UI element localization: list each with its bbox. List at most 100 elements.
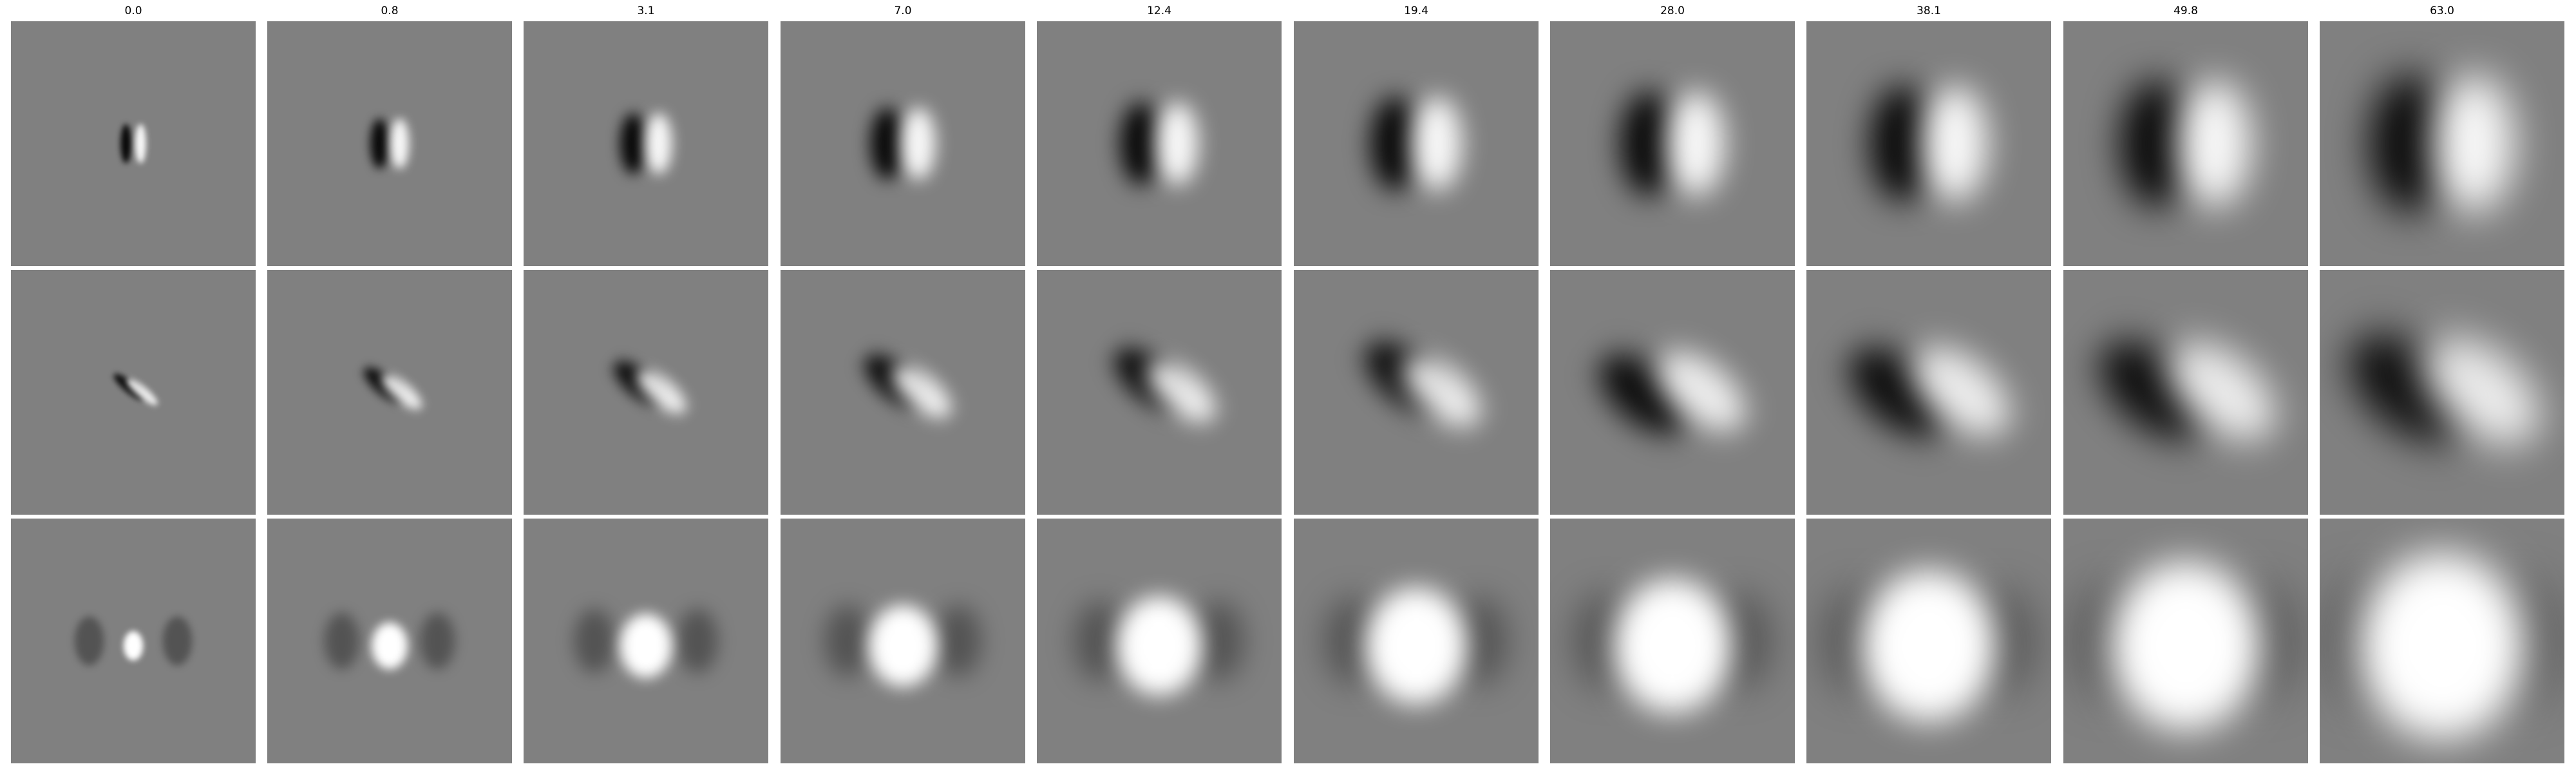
dark-lobe (1370, 97, 1420, 191)
bright-lobe (645, 113, 672, 175)
dark-lobe (1451, 597, 1508, 685)
bright-lobe (2168, 342, 2275, 441)
filter-tile-vertical-dark-bright-pair (524, 21, 768, 266)
filter-image (1550, 21, 1795, 266)
bright-lobe (390, 119, 409, 169)
filter-image (1806, 270, 2051, 515)
column-title: 38.1 (1917, 5, 1941, 17)
filter-image (267, 270, 512, 515)
column-title: 12.4 (1147, 5, 1171, 17)
filter-tile-central-bright-blob (1037, 519, 1282, 763)
filter-tile-central-bright-blob (524, 519, 768, 763)
filter-tile-diagonal-dark-bright-pair (267, 270, 512, 515)
filter-tile-diagonal-dark-bright-pair (11, 270, 256, 515)
filter-image (1294, 270, 1539, 515)
filter-image (267, 21, 512, 266)
column-title: 7.0 (894, 5, 912, 17)
filter-tile-diagonal-dark-bright-pair (1806, 270, 2051, 515)
filter-image (1294, 519, 1539, 763)
filter-image (2320, 21, 2564, 266)
bright-lobe (1862, 570, 1996, 721)
dark-lobe (1074, 601, 1126, 681)
filter-tile-central-bright-blob (781, 519, 1025, 763)
filter-image (1037, 270, 1282, 515)
filter-tile-diagonal-dark-bright-pair (2063, 270, 2308, 515)
filter-image (781, 519, 1025, 763)
dark-lobe (120, 124, 131, 164)
filter-image (2063, 270, 2308, 515)
filter-image (2320, 270, 2564, 515)
filter-image (524, 21, 768, 266)
dark-lobe (870, 108, 905, 180)
bright-lobe (1147, 360, 1216, 423)
bright-lobe (636, 370, 687, 414)
bright-lobe (123, 631, 144, 661)
filter-image (2320, 519, 2564, 763)
bright-lobe (892, 365, 952, 419)
column-title: 28.0 (1660, 5, 1685, 17)
bright-lobe (381, 374, 422, 410)
bright-lobe (901, 108, 936, 180)
filter-tile-vertical-dark-bright-pair (2320, 21, 2564, 266)
dark-lobe (574, 609, 615, 673)
filter-image (2063, 519, 2308, 763)
filter-tile-vertical-dark-bright-pair (267, 21, 512, 266)
filter-image (11, 519, 256, 763)
filter-image (1550, 519, 1795, 763)
bright-lobe (2422, 337, 2540, 444)
dark-lobe (677, 609, 718, 673)
column-title: 63.0 (2430, 5, 2454, 17)
filter-tile-central-bright-blob (267, 519, 512, 763)
bright-lobe (1365, 587, 1467, 704)
column-title: 19.4 (1404, 5, 1428, 17)
filter-tile-diagonal-dark-bright-pair (781, 270, 1025, 515)
filter-image (781, 270, 1025, 515)
dark-lobe (1120, 102, 1162, 186)
bright-lobe (1412, 97, 1462, 191)
column-title: 49.8 (2174, 5, 2198, 17)
dark-lobe (2099, 341, 2207, 439)
bright-lobe (1923, 86, 1987, 202)
filter-image (267, 519, 512, 763)
dark-lobe (162, 616, 193, 665)
filter-tile-central-bright-blob (2063, 519, 2308, 763)
bright-lobe (372, 622, 408, 669)
bright-lobe (1157, 102, 1198, 186)
column-title: 0.8 (381, 5, 399, 17)
filter-image (1550, 270, 1795, 515)
filter-image (1037, 21, 1282, 266)
dark-lobe (420, 613, 455, 669)
filter-image (1806, 519, 2051, 763)
dark-lobe (620, 113, 647, 175)
dark-lobe (1325, 597, 1381, 685)
filter-tile-diagonal-dark-bright-pair (1037, 270, 1282, 515)
bright-lobe (868, 605, 938, 687)
filter-tile-central-bright-blob (1550, 519, 1795, 763)
bright-lobe (2179, 81, 2251, 207)
filter-image (524, 270, 768, 515)
bright-lobe (1657, 351, 1746, 432)
filter-tile-diagonal-dark-bright-pair (524, 270, 768, 515)
bright-lobe (1912, 347, 2010, 436)
filter-image (11, 270, 256, 515)
dark-lobe (1599, 354, 1687, 434)
filter-tile-vertical-dark-bright-pair (781, 21, 1025, 266)
bright-lobe (135, 124, 146, 164)
bright-lobe (2434, 75, 2514, 213)
filter-tile-diagonal-dark-bright-pair (1550, 270, 1795, 515)
dark-lobe (1849, 347, 1947, 437)
filter-tile-central-bright-blob (2320, 519, 2564, 763)
bright-lobe (1403, 356, 1481, 427)
dark-lobe (1193, 601, 1244, 681)
filter-tile-vertical-dark-bright-pair (11, 21, 256, 266)
column-title: 0.0 (124, 5, 142, 17)
bright-lobe (127, 378, 158, 406)
filter-tile-vertical-dark-bright-pair (1037, 21, 1282, 266)
filter-tile-vertical-dark-bright-pair (1294, 21, 1539, 266)
dark-lobe (370, 119, 389, 169)
dark-lobe (2121, 81, 2193, 207)
bright-lobe (2110, 561, 2261, 730)
dark-lobe (935, 605, 981, 677)
dark-lobe (1870, 86, 1935, 202)
filter-tile-diagonal-dark-bright-pair (2320, 270, 2564, 515)
